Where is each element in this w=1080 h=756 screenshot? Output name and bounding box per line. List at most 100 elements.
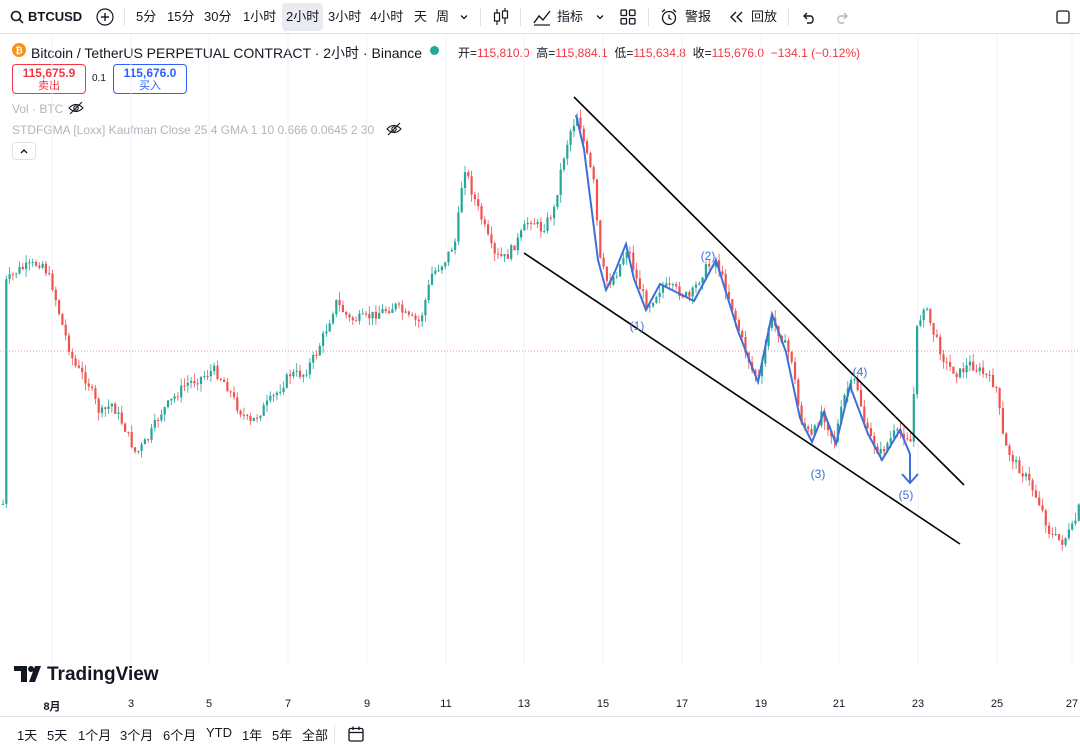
candle-body: [688, 292, 691, 297]
candle-body: [1044, 510, 1047, 526]
candle-body: [444, 262, 447, 267]
candle-body: [335, 299, 338, 315]
candle-body: [351, 317, 354, 321]
candle-body: [15, 273, 18, 275]
price-chart[interactable]: (1) (2) (3) (4) (5) TradingView: [0, 34, 1080, 696]
candle-body: [404, 311, 407, 313]
alert-clock-icon[interactable]: [660, 0, 678, 34]
candle-body: [952, 366, 955, 374]
symbol-title[interactable]: Bitcoin / TetherUS PERPETUAL CONTRACT · …: [31, 45, 423, 61]
candle-body: [520, 230, 523, 238]
range-ytd[interactable]: YTD: [206, 725, 232, 740]
eye-hidden-icon[interactable]: [68, 101, 84, 120]
candle-body: [298, 370, 302, 377]
candle-body: [450, 249, 453, 252]
indicator-label[interactable]: STDFGMA [Loxx] Kaufman Close 25 4 GMA 1 …: [12, 123, 375, 137]
range-5d[interactable]: 5天: [47, 728, 68, 743]
candle-body: [949, 362, 952, 367]
replay-icon[interactable]: [728, 0, 744, 34]
channel-upper-line[interactable]: [573, 96, 965, 486]
range-3m[interactable]: 3个月: [120, 728, 154, 743]
candle-body: [157, 419, 160, 421]
undo-icon[interactable]: [801, 0, 817, 34]
wave-label-1: (1): [630, 319, 645, 333]
candle-body: [1024, 473, 1028, 477]
candle-body: [414, 315, 417, 320]
buy-label: 买入: [139, 80, 161, 92]
indicators-icon[interactable]: [533, 0, 551, 34]
candle-body: [972, 361, 975, 371]
sell-button[interactable]: 115,675.9 卖出: [12, 64, 86, 94]
candle-body: [61, 313, 64, 325]
eye-hidden-icon[interactable]: [386, 122, 402, 141]
add-symbol-icon[interactable]: [96, 0, 114, 34]
candle-body: [345, 312, 348, 315]
candle-body: [58, 300, 61, 314]
candle-body: [873, 435, 876, 447]
range-1m[interactable]: 1个月: [78, 728, 112, 743]
channel-lower-line[interactable]: [523, 252, 961, 545]
range-all[interactable]: 全部: [302, 728, 329, 743]
layout-square-icon[interactable]: [1056, 0, 1070, 34]
candle-body: [916, 325, 919, 395]
interval-day[interactable]: 天: [414, 9, 428, 24]
tradingview-wordmark: TradingView: [47, 664, 159, 685]
layouts-icon[interactable]: [619, 0, 637, 34]
interval-1h[interactable]: 1小时: [243, 9, 277, 24]
candle-body: [985, 373, 988, 376]
interval-2h[interactable]: 2小时: [282, 3, 324, 31]
candlesticks: [1, 109, 1080, 551]
candle-body: [355, 320, 358, 322]
range-5y[interactable]: 5年: [272, 728, 293, 743]
candle-body: [170, 398, 173, 401]
candle-body: [718, 260, 721, 272]
candle-body: [391, 309, 394, 314]
interval-week[interactable]: 周: [436, 9, 450, 24]
candle-style-icon[interactable]: [492, 0, 510, 34]
interval-dropdown-icon[interactable]: [458, 0, 470, 34]
candle-body: [282, 387, 285, 392]
candle-body: [256, 417, 259, 419]
candle-body: [642, 289, 645, 291]
interval-30m[interactable]: 30分: [204, 9, 232, 24]
search-icon[interactable]: [10, 0, 24, 34]
range-1y[interactable]: 1年: [242, 728, 263, 743]
collapse-legend-button[interactable]: [12, 142, 36, 160]
interval-3h[interactable]: 3小时: [328, 9, 362, 24]
interval-15m[interactable]: 15分: [167, 9, 195, 24]
indicators-button[interactable]: 指标: [557, 9, 584, 24]
candle-body: [480, 206, 483, 220]
goto-date-icon[interactable]: [347, 725, 365, 748]
candle-body: [1038, 497, 1041, 506]
candle-body: [242, 414, 245, 416]
candle-body: [510, 245, 513, 259]
tradingview-logo[interactable]: TradingView: [14, 664, 159, 685]
candle-body: [632, 252, 635, 270]
candle-body: [678, 286, 681, 297]
candle-body: [180, 385, 183, 398]
indicators-dropdown-icon[interactable]: [594, 0, 606, 34]
alert-button[interactable]: 警报: [685, 9, 712, 24]
buy-button[interactable]: 115,676.0 买入: [113, 64, 187, 94]
range-6m[interactable]: 6个月: [163, 728, 197, 743]
candle-body: [31, 261, 34, 263]
tradingview-logo-icon: [14, 666, 41, 682]
range-1d[interactable]: 1天: [17, 728, 38, 743]
volume-label[interactable]: Vol · BTC: [12, 102, 64, 116]
candle-body: [665, 283, 668, 286]
symbol-name[interactable]: BTCUSD: [28, 9, 83, 24]
interval-5m[interactable]: 5分: [136, 9, 157, 24]
candle-body: [440, 266, 443, 271]
low-value: 115,634.8: [633, 46, 686, 60]
redo-icon[interactable]: [834, 0, 850, 34]
candle-body: [731, 299, 734, 311]
candle-body: [562, 158, 566, 170]
candle-body: [196, 383, 199, 385]
candle-body: [44, 263, 47, 274]
elliott-wave-path[interactable]: [575, 114, 911, 463]
replay-button[interactable]: 回放: [751, 9, 778, 24]
interval-4h[interactable]: 4小时: [370, 9, 404, 24]
candle-body: [523, 224, 526, 231]
candle-body: [348, 314, 351, 318]
candle-body: [262, 405, 265, 416]
